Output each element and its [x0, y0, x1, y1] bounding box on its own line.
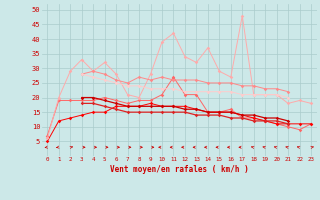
X-axis label: Vent moyen/en rafales ( km/h ): Vent moyen/en rafales ( km/h ) — [110, 165, 249, 174]
